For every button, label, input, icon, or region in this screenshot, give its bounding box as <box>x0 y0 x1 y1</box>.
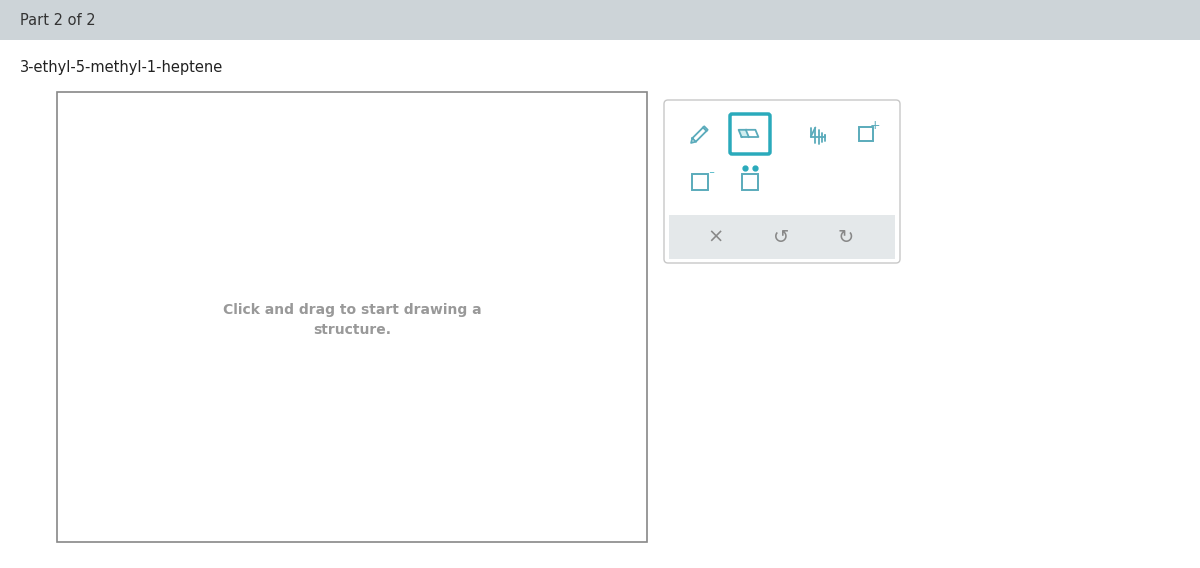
Text: +: + <box>870 119 881 132</box>
Text: structure.: structure. <box>313 323 391 337</box>
Text: ↺: ↺ <box>773 228 790 247</box>
Bar <box>859 127 874 141</box>
Text: Part 2 of 2: Part 2 of 2 <box>20 12 96 27</box>
Bar <box>742 174 758 190</box>
Bar <box>692 174 708 190</box>
Text: 3-ethyl-5-methyl-1-heptene: 3-ethyl-5-methyl-1-heptene <box>20 60 223 74</box>
Text: Click and drag to start drawing a: Click and drag to start drawing a <box>223 303 481 317</box>
Bar <box>58 92 647 542</box>
Text: ×: × <box>708 228 724 247</box>
Text: ↻: ↻ <box>838 228 854 247</box>
Bar <box>670 215 895 259</box>
Bar <box>0 0 1200 40</box>
Text: ─: ─ <box>709 170 713 176</box>
FancyBboxPatch shape <box>664 100 900 263</box>
Polygon shape <box>739 130 749 137</box>
FancyBboxPatch shape <box>730 114 770 154</box>
